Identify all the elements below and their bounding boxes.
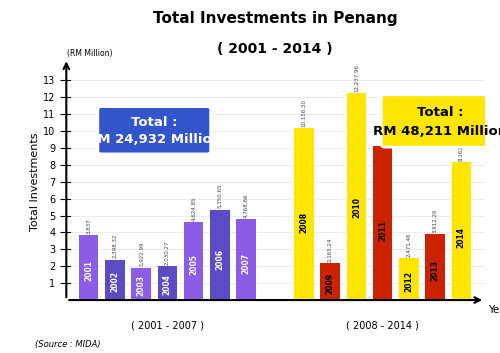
Bar — [294, 128, 314, 300]
FancyBboxPatch shape — [382, 95, 500, 147]
Text: ( 2001 - 2014 ): ( 2001 - 2014 ) — [217, 42, 333, 56]
Text: 2012: 2012 — [404, 271, 413, 292]
Bar — [210, 210, 230, 300]
Text: Total :: Total : — [417, 106, 464, 119]
Bar — [373, 146, 392, 300]
Bar — [399, 258, 418, 300]
Bar — [132, 268, 151, 300]
Bar — [452, 162, 471, 300]
Bar — [236, 220, 256, 300]
FancyBboxPatch shape — [98, 107, 210, 154]
Text: 2008: 2008 — [300, 212, 308, 233]
Text: 2,398.32: 2,398.32 — [112, 234, 117, 258]
Text: 2013: 2013 — [430, 260, 440, 281]
Bar — [79, 235, 98, 300]
Text: 2004: 2004 — [163, 274, 172, 295]
Text: ( 2008 - 2014 ): ( 2008 - 2014 ) — [346, 320, 419, 330]
Y-axis label: Total Investments: Total Investments — [30, 132, 40, 231]
Text: (Source : MIDA): (Source : MIDA) — [35, 341, 100, 349]
Text: (RM Million): (RM Million) — [67, 49, 112, 58]
Bar — [346, 93, 366, 300]
Text: 1,922.99: 1,922.99 — [138, 242, 143, 267]
Text: 4,768.66: 4,768.66 — [244, 194, 248, 218]
Text: 3,912.26: 3,912.26 — [432, 208, 438, 233]
Bar — [426, 234, 445, 300]
Text: 2006: 2006 — [216, 249, 224, 270]
Text: 2002: 2002 — [110, 271, 120, 292]
Text: 5,350.65: 5,350.65 — [218, 184, 222, 209]
Text: 12,237.96: 12,237.96 — [354, 64, 359, 92]
Text: 2010: 2010 — [352, 197, 361, 217]
Text: Year: Year — [488, 305, 500, 315]
Text: 2005: 2005 — [189, 255, 198, 275]
Text: 2009: 2009 — [326, 273, 334, 294]
Text: 3,837: 3,837 — [86, 218, 91, 234]
Bar — [158, 266, 177, 300]
Bar — [105, 259, 124, 300]
Text: 2,030.27: 2,030.27 — [165, 240, 170, 264]
Text: 2014: 2014 — [457, 227, 466, 249]
Text: RM 48,211 Million: RM 48,211 Million — [374, 125, 500, 138]
Text: 8,162.37: 8,162.37 — [459, 137, 464, 161]
Text: Total :: Total : — [131, 116, 178, 129]
Text: 2007: 2007 — [242, 253, 250, 274]
Bar — [184, 222, 204, 300]
Text: 2,165.24: 2,165.24 — [328, 238, 332, 262]
Text: 2011: 2011 — [378, 220, 387, 241]
Text: 2003: 2003 — [136, 275, 145, 296]
Text: ( 2001 - 2007 ): ( 2001 - 2007 ) — [131, 320, 204, 330]
Text: 2,471.46: 2,471.46 — [406, 233, 412, 257]
Text: 2001: 2001 — [84, 261, 93, 281]
Text: 9,106.01: 9,106.01 — [380, 120, 385, 145]
Text: 4,624.85: 4,624.85 — [191, 196, 196, 221]
Text: 10,156.30: 10,156.30 — [302, 99, 306, 127]
Text: Total Investments in Penang: Total Investments in Penang — [152, 11, 398, 25]
Text: RM 24,932 Million: RM 24,932 Million — [87, 133, 222, 146]
Bar — [320, 263, 340, 300]
